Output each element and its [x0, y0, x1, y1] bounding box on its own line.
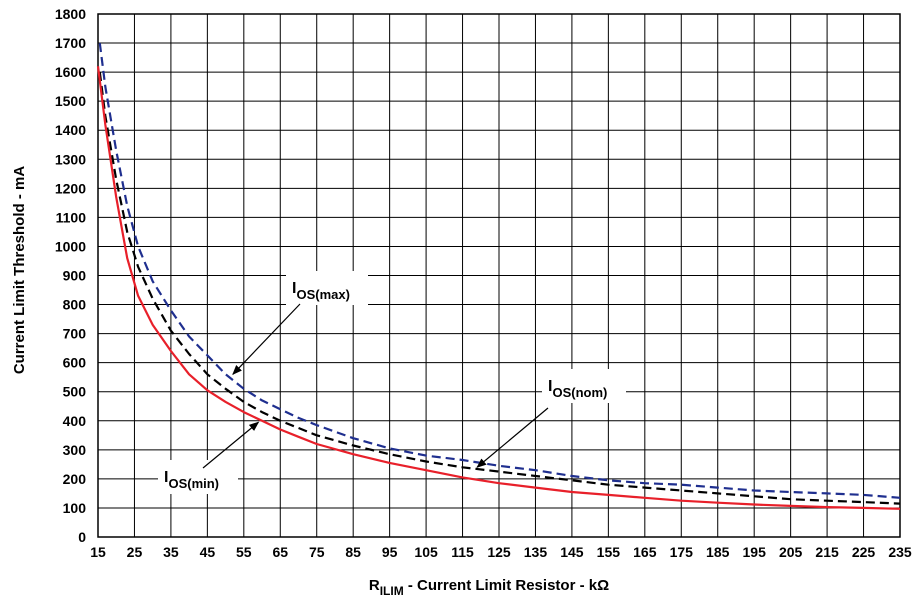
y-tick-label: 1200: [55, 180, 86, 196]
x-tick-label: 55: [236, 544, 252, 560]
x-tick-label: 15: [90, 544, 106, 560]
x-tick-label: 25: [127, 544, 143, 560]
plot-frame: [97, 13, 901, 538]
annotation-nom: IOS(nom): [476, 369, 626, 468]
x-tick-label: 135: [524, 544, 548, 560]
annotation-min: IOS(min): [158, 421, 260, 494]
x-axis-title: RILIM - Current Limit Resistor - kΩ: [369, 577, 609, 598]
x-axis-title-suffix: - Current Limit Resistor - kΩ: [404, 577, 609, 594]
y-tick-label: 1700: [55, 35, 86, 51]
annotation-box: [542, 369, 626, 403]
x-tick-label: 105: [414, 544, 438, 560]
x-tick-label: 225: [852, 544, 876, 560]
y-tick-label: 600: [63, 355, 87, 371]
x-tick-label: 155: [597, 544, 621, 560]
annotation-max: IOS(max): [232, 271, 368, 376]
x-tick-label: 125: [487, 544, 511, 560]
y-tick-label: 100: [63, 500, 87, 516]
x-tick-label: 75: [309, 544, 325, 560]
annotation-label-nom: IOS(nom): [548, 378, 607, 400]
y-tick-label: 0: [78, 529, 86, 545]
y-tick-label: 1000: [55, 238, 86, 254]
tick-labels: 15 25 35 45 55 65 75 85 95 105 115 125 135 145 155 165 1…: [55, 6, 912, 560]
y-tick-label: 400: [63, 413, 87, 429]
annotation-box: [158, 460, 238, 494]
x-tick-label: 235: [888, 544, 912, 560]
x-tick-label: 195: [743, 544, 767, 560]
annotation-label-max: IOS(max): [292, 280, 350, 302]
y-tick-label: 200: [63, 471, 87, 487]
x-tick-label: 145: [560, 544, 584, 560]
x-axis-title-prefix: R: [369, 577, 380, 594]
y-axis-title: Current Limit Threshold - mA: [11, 166, 28, 375]
annotation-box: [286, 271, 368, 305]
y-tick-label: 300: [63, 442, 87, 458]
y-tick-label: 1100: [56, 209, 87, 225]
series-line-nom: [98, 71, 901, 505]
y-tick-label: 800: [63, 297, 87, 313]
annotation-arrow: [232, 303, 301, 376]
x-tick-label: 205: [779, 544, 803, 560]
series-lines: [96, 42, 901, 510]
annotation-arrow: [202, 421, 260, 469]
annotation-arrow: [476, 407, 549, 468]
y-tick-label: 500: [63, 384, 87, 400]
x-tick-label: 175: [670, 544, 694, 560]
y-tick-label: 1400: [55, 122, 86, 138]
y-tick-label: 1600: [55, 64, 86, 80]
x-tick-label: 185: [706, 544, 730, 560]
series-line-max: [98, 42, 901, 499]
y-tick-label: 900: [63, 268, 87, 284]
x-tick-label: 65: [272, 544, 288, 560]
grid: [97, 13, 901, 538]
y-tick-label: 700: [63, 326, 87, 342]
annotation-label-min: IOS(min): [164, 469, 219, 491]
x-axis-title-subscript: ILIM: [380, 584, 404, 598]
y-tick-label: 1300: [55, 151, 86, 167]
y-tick-label: 1800: [55, 6, 86, 22]
x-tick-label: 165: [633, 544, 657, 560]
series-line-min: [96, 66, 901, 510]
y-tick-label: 1500: [55, 93, 86, 109]
x-tick-label: 85: [345, 544, 361, 560]
x-tick-label: 115: [451, 544, 474, 560]
x-tick-label: 215: [815, 544, 839, 560]
x-tick-label: 95: [382, 544, 398, 560]
x-tick-label: 35: [163, 544, 179, 560]
x-tick-label: 45: [200, 544, 216, 560]
annotations: IOS(max) IOS(nom) IOS(min): [158, 271, 626, 494]
